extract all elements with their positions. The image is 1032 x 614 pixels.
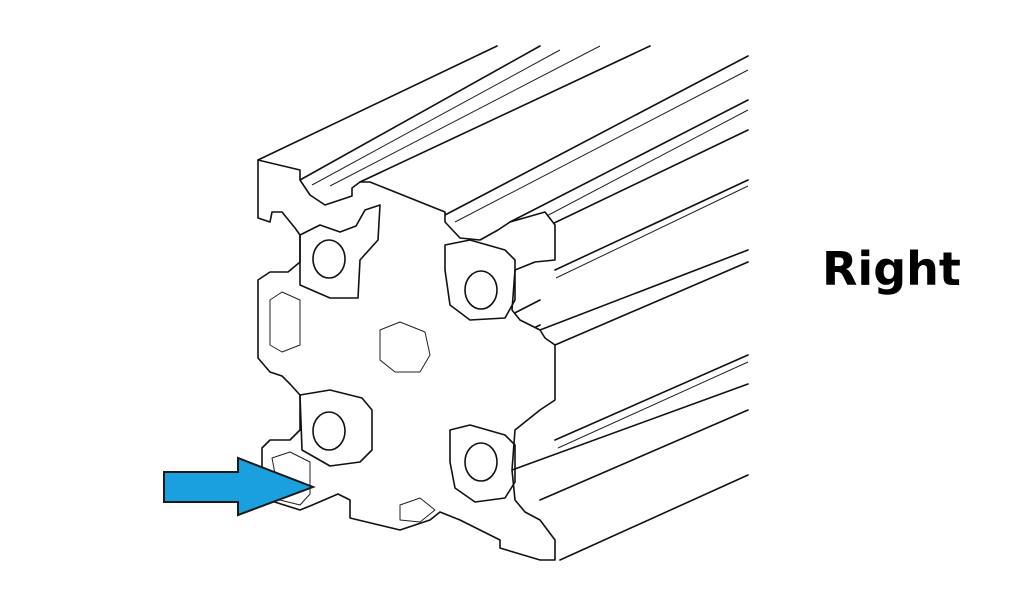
orientation-label: Right xyxy=(822,242,961,296)
bolt-hole-top-left xyxy=(312,239,346,279)
bolt-hole-bottom-right xyxy=(464,442,498,482)
bolt-holes xyxy=(312,239,498,482)
profile-end-face xyxy=(257,159,556,561)
right-arrow-icon xyxy=(163,456,316,517)
bolt-hole-top-right xyxy=(464,270,498,310)
bolt-hole-bottom-left xyxy=(312,411,346,451)
